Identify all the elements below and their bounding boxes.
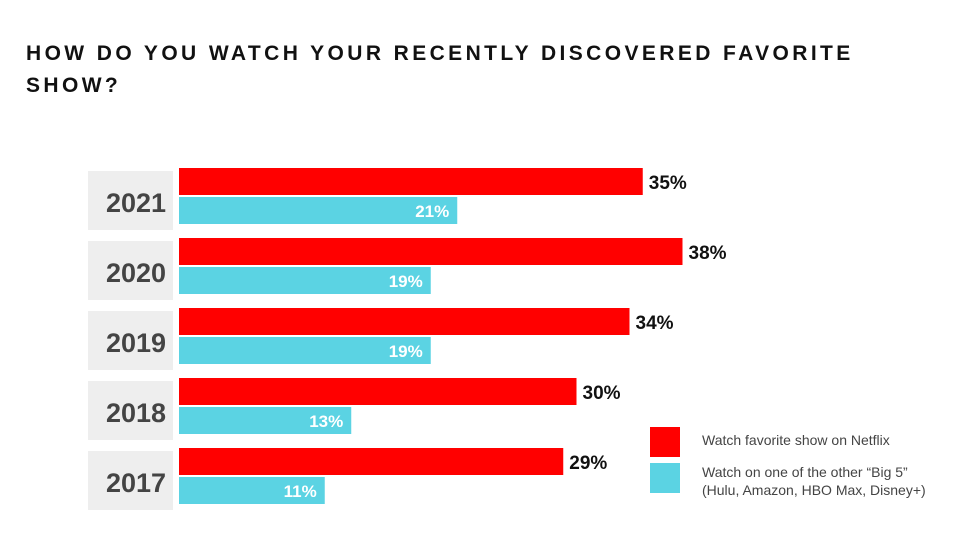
legend-label-netflix: Watch favorite show on Netflix [702, 432, 890, 448]
legend-swatch-big5 [650, 463, 680, 493]
legend-swatch-netflix [650, 427, 680, 457]
year-label-box [88, 241, 173, 300]
legend-label-big5: Watch on one of the other “Big 5” (Hulu,… [702, 464, 926, 498]
year-label-box [88, 451, 173, 510]
netflix-value-label: 29% [569, 453, 607, 474]
netflix-bar [179, 448, 564, 475]
netflix-value-label: 35% [649, 173, 687, 194]
big5-bar [179, 407, 352, 434]
netflix-bar [179, 308, 630, 335]
year-label-box [88, 381, 173, 440]
big5-bar [179, 197, 458, 224]
netflix-bar [179, 378, 577, 405]
big5-value-label: 19% [389, 342, 423, 361]
big5-value-label: 13% [309, 412, 343, 431]
year-label-box [88, 311, 173, 370]
year-label: 2020 [106, 258, 166, 288]
big5-bar [179, 337, 431, 364]
year-label: 2021 [106, 188, 166, 218]
big5-bar [179, 477, 325, 504]
netflix-value-label: 30% [583, 383, 621, 404]
big5-value-label: 11% [284, 482, 317, 501]
netflix-value-label: 38% [689, 243, 727, 264]
year-label: 2018 [106, 398, 166, 428]
year-label: 2017 [106, 468, 166, 498]
big5-bar [179, 267, 431, 294]
netflix-bar [179, 168, 643, 195]
big5-value-label: 21% [415, 202, 449, 221]
netflix-bar [179, 238, 683, 265]
big5-value-label: 19% [389, 272, 423, 291]
year-label: 2019 [106, 328, 166, 358]
netflix-value-label: 34% [636, 313, 674, 334]
chart-title: HOW DO YOU WATCH YOUR RECENTLY DISCOVERE… [26, 42, 854, 97]
year-label-box [88, 171, 173, 230]
